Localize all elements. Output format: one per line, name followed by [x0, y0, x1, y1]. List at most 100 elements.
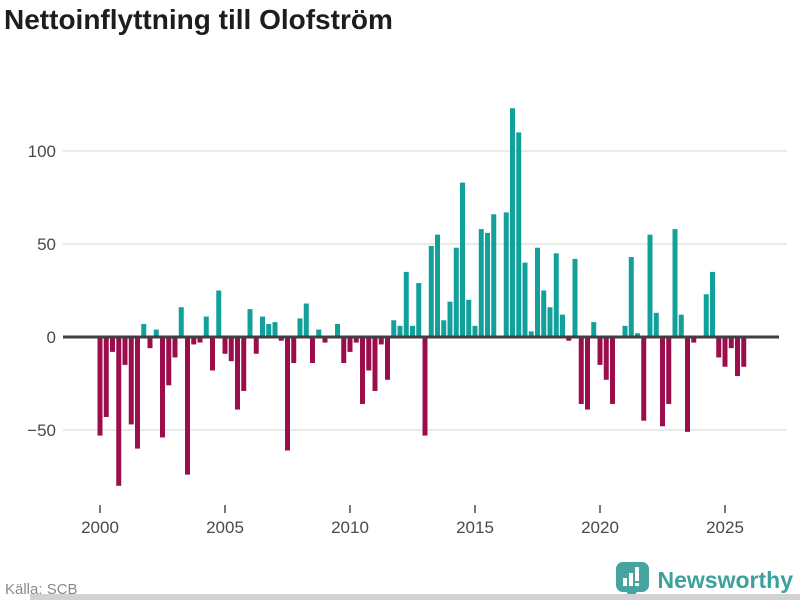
bar-2023-q4[interactable] — [691, 337, 697, 343]
bar-2007-q3[interactable] — [285, 337, 290, 451]
bar-2011-q3[interactable] — [385, 337, 390, 380]
bar-2017-q1[interactable] — [522, 262, 528, 337]
bar-2010-q2[interactable] — [353, 337, 359, 343]
bar-2019-q1[interactable] — [572, 258, 578, 337]
bar-2012-q3[interactable] — [410, 325, 415, 337]
bar-2014-q1[interactable] — [447, 301, 453, 337]
bar-2001-q3[interactable] — [135, 337, 140, 449]
bar-2022-q3[interactable] — [660, 337, 665, 427]
bar-2015-q4[interactable] — [491, 214, 497, 337]
bar-2010-q4[interactable] — [366, 337, 372, 371]
bar-2020-q2[interactable] — [603, 337, 609, 380]
bar-2011-q2[interactable] — [378, 337, 384, 345]
bar-2022-q4[interactable] — [666, 337, 672, 404]
bar-2015-q3[interactable] — [485, 232, 490, 337]
bar-2018-q4[interactable] — [566, 337, 572, 341]
bar-2014-q2[interactable] — [453, 247, 459, 337]
bar-2025-q4[interactable] — [741, 337, 747, 367]
bar-2001-q4[interactable] — [141, 323, 147, 337]
bar-2003-q3[interactable] — [185, 337, 190, 475]
bar-2005-q3[interactable] — [235, 337, 240, 410]
bar-2008-q2[interactable] — [303, 303, 309, 337]
bar-2021-q3[interactable] — [635, 333, 640, 337]
bar-2004-q1[interactable] — [197, 337, 203, 343]
bar-2008-q1[interactable] — [297, 318, 303, 337]
bar-2007-q2[interactable] — [278, 337, 284, 341]
bar-2012-q2[interactable] — [403, 271, 409, 337]
bar-2006-q1[interactable] — [247, 309, 253, 337]
bar-2001-q2[interactable] — [128, 337, 134, 425]
bar-2020-q1[interactable] — [597, 337, 603, 365]
bar-2022-q1[interactable] — [647, 234, 653, 337]
bar-2002-q1[interactable] — [147, 337, 153, 349]
bar-2021-q4[interactable] — [641, 337, 647, 421]
bar-2011-q1[interactable] — [372, 337, 378, 391]
bar-2018-q1[interactable] — [547, 307, 553, 337]
bar-2014-q4[interactable] — [466, 299, 472, 337]
bar-2008-q4[interactable] — [316, 329, 322, 337]
bar-2025-q1[interactable] — [722, 337, 728, 367]
bar-2002-q3[interactable] — [160, 337, 165, 438]
bar-2024-q4[interactable] — [716, 337, 722, 358]
bar-2009-q1[interactable] — [322, 337, 328, 343]
bar-2016-q3[interactable] — [510, 108, 515, 337]
bar-2010-q3[interactable] — [360, 337, 365, 404]
bar-2000-q3[interactable] — [110, 337, 115, 352]
bar-2017-q2[interactable] — [528, 331, 534, 337]
bar-2021-q2[interactable] — [628, 257, 634, 337]
bar-2008-q3[interactable] — [310, 337, 315, 364]
bar-2005-q4[interactable] — [241, 337, 247, 391]
bar-2004-q3[interactable] — [210, 337, 215, 371]
bar-2012-q1[interactable] — [397, 325, 403, 337]
bar-2009-q4[interactable] — [341, 337, 347, 364]
bar-2011-q4[interactable] — [391, 320, 397, 337]
bar-2006-q3[interactable] — [260, 316, 265, 337]
bar-2020-q3[interactable] — [610, 337, 615, 404]
bar-2000-q4[interactable] — [116, 337, 122, 486]
bottom-scrollbar[interactable] — [30, 594, 800, 600]
bar-2013-q1[interactable] — [422, 337, 428, 436]
bar-2007-q4[interactable] — [291, 337, 297, 364]
bar-2021-q1[interactable] — [622, 325, 628, 337]
bar-2005-q1[interactable] — [222, 337, 228, 354]
bar-2013-q3[interactable] — [435, 234, 440, 337]
bar-2016-q4[interactable] — [516, 132, 522, 337]
bar-2004-q4[interactable] — [216, 290, 222, 338]
bar-2022-q2[interactable] — [653, 312, 659, 337]
bar-2015-q2[interactable] — [478, 229, 484, 337]
bar-2018-q3[interactable] — [560, 314, 565, 337]
bar-2019-q4[interactable] — [591, 322, 597, 337]
bar-2023-q3[interactable] — [685, 337, 690, 432]
bar-2000-q1[interactable] — [97, 337, 103, 436]
bar-2017-q4[interactable] — [541, 290, 547, 338]
bar-2025-q3[interactable] — [735, 337, 740, 377]
bar-2012-q4[interactable] — [416, 283, 422, 337]
bar-2023-q2[interactable] — [678, 314, 684, 337]
bar-2014-q3[interactable] — [460, 182, 465, 337]
bar-2006-q4[interactable] — [266, 323, 272, 337]
bar-2025-q2[interactable] — [728, 337, 734, 349]
bar-2002-q2[interactable] — [153, 329, 159, 337]
bar-2001-q1[interactable] — [122, 337, 128, 365]
bar-2023-q1[interactable] — [672, 229, 678, 337]
bar-2003-q4[interactable] — [191, 337, 197, 345]
bar-2003-q2[interactable] — [178, 307, 184, 337]
bar-2000-q2[interactable] — [103, 337, 109, 417]
bar-2002-q4[interactable] — [166, 337, 172, 386]
bar-2024-q2[interactable] — [703, 294, 709, 337]
bar-2019-q2[interactable] — [578, 337, 584, 404]
bar-2004-q2[interactable] — [203, 316, 209, 337]
bar-2007-q1[interactable] — [272, 322, 278, 337]
bar-2013-q2[interactable] — [428, 245, 434, 337]
bar-2013-q4[interactable] — [441, 320, 447, 337]
bar-2003-q1[interactable] — [172, 337, 178, 358]
bar-2019-q3[interactable] — [585, 337, 590, 410]
bar-2009-q3[interactable] — [335, 323, 340, 337]
bar-2018-q2[interactable] — [553, 253, 559, 337]
bar-2005-q2[interactable] — [228, 337, 234, 362]
bar-2017-q3[interactable] — [535, 247, 540, 337]
bar-2015-q1[interactable] — [472, 325, 478, 337]
bar-2010-q1[interactable] — [347, 337, 353, 352]
bar-2006-q2[interactable] — [253, 337, 259, 354]
bar-2024-q3[interactable] — [710, 271, 715, 337]
